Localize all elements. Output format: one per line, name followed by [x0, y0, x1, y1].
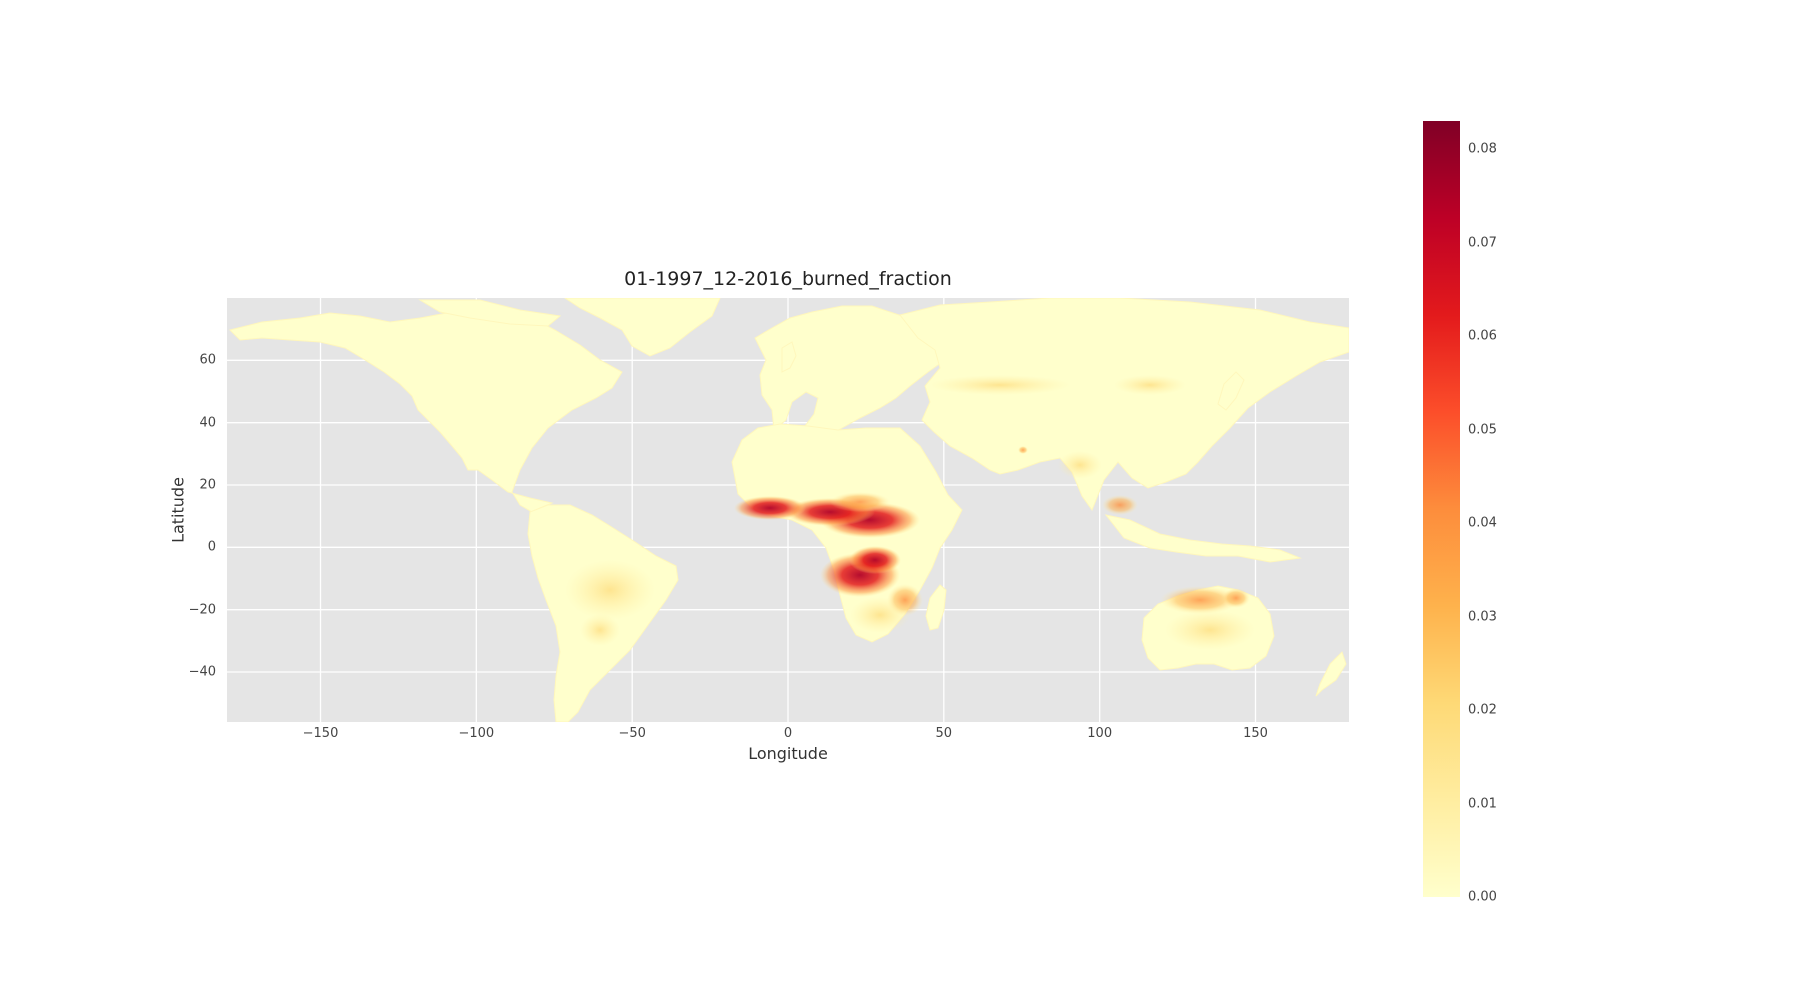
- hotspot-north-australia: [1160, 586, 1240, 614]
- colorbar: [1423, 121, 1460, 897]
- land-arctic-islands: [418, 299, 562, 327]
- hotspot-congo-south: [849, 546, 901, 574]
- chart-title: 01-1997_12-2016_burned_fraction: [624, 268, 952, 290]
- colorbar-tick-label: 0.06: [1468, 328, 1497, 344]
- colorbar-tick-label: 0.00: [1468, 889, 1497, 905]
- y-tick-label: 60: [199, 352, 216, 368]
- land-madagascar: [925, 584, 947, 631]
- land-asia: [899, 298, 1349, 512]
- colorbar-tick-label: 0.05: [1468, 422, 1497, 437]
- burned-fraction-overlay: [565, 375, 1255, 650]
- x-axis-label: Longitude: [748, 744, 828, 763]
- colorbar-tick-label: 0.03: [1468, 609, 1497, 624]
- hotspot-indochina: [1102, 495, 1138, 515]
- y-tick-label: −40: [188, 664, 216, 680]
- colorbar-tick-label: 0.07: [1468, 235, 1497, 250]
- land-maritime-asia: [1104, 514, 1302, 563]
- colorbar-tick-label: 0.04: [1468, 515, 1497, 531]
- x-tick-label: −100: [458, 726, 495, 741]
- colorbar-tick-label: 0.08: [1468, 141, 1497, 157]
- hotspot-cerrado: [565, 560, 655, 620]
- x-tick-label: 50: [935, 726, 953, 741]
- hotspot-australia-interior: [1165, 610, 1255, 650]
- y-tick-label: 0: [207, 539, 216, 555]
- x-tick-label: 100: [1087, 726, 1113, 741]
- land-new-zealand: [1315, 651, 1347, 697]
- land-greenland: [564, 298, 721, 357]
- hotspot-amur: [1114, 375, 1186, 395]
- x-tick-label: −50: [618, 726, 646, 741]
- land-uk: [781, 341, 797, 373]
- colorbar-tick-label: 0.02: [1468, 702, 1497, 718]
- land-japan: [1217, 371, 1245, 411]
- hotspot-kazakhstan: [930, 375, 1070, 395]
- x-tick-label: 150: [1243, 726, 1268, 741]
- hotspot-north-australia-east: [1222, 588, 1250, 608]
- hotspot-india: [1058, 451, 1102, 479]
- hotspot-southern-africa: [850, 597, 910, 633]
- x-tick-label: 0: [783, 726, 793, 741]
- hotspot-kashmir: [1018, 446, 1028, 454]
- y-tick-label: −20: [188, 602, 216, 618]
- hotspot-chad-sudan: [830, 492, 890, 512]
- y-axis-label: Latitude: [168, 477, 188, 543]
- y-tick-label: 20: [199, 477, 216, 493]
- colorbar-tick-label: 0.01: [1468, 796, 1497, 811]
- x-tick-label: −150: [302, 726, 339, 741]
- y-tick-label: 40: [199, 415, 216, 431]
- hotspot-west-africa: [734, 496, 806, 520]
- hotspot-chaco: [580, 614, 620, 646]
